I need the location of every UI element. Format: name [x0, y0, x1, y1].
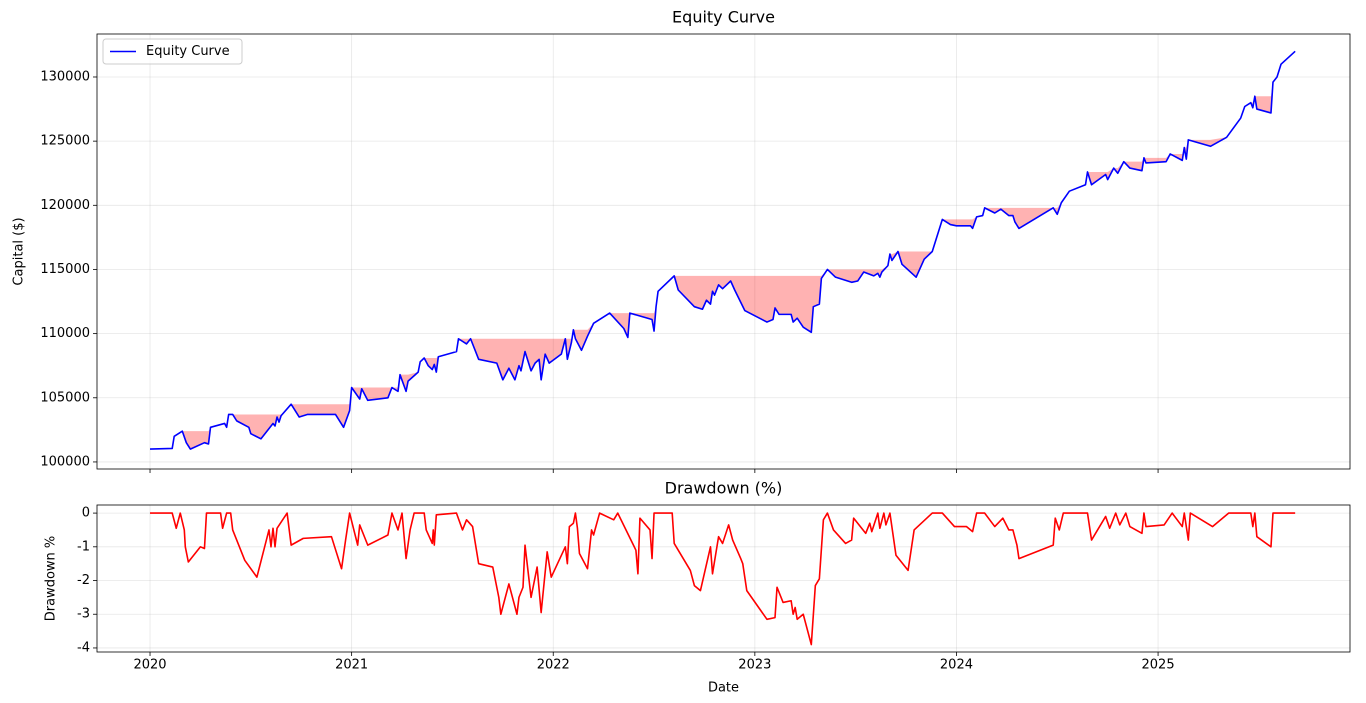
x-tick-label: 2020 — [133, 658, 166, 673]
y-tick-label: 105000 — [40, 390, 90, 405]
x-tick-label: 2021 — [335, 658, 368, 673]
y-axis-label: Drawdown % — [44, 536, 59, 622]
legend-box — [102, 38, 243, 65]
y-tick-label: 115000 — [40, 262, 90, 277]
y-tick-label: -2 — [77, 573, 90, 588]
y-tick-label: -1 — [77, 539, 90, 554]
y-tick-label: 0 — [82, 506, 90, 521]
chart-title: Drawdown (%) — [665, 479, 783, 498]
x-tick-label: 2024 — [940, 658, 973, 673]
y-tick-label: 110000 — [40, 326, 90, 341]
y-tick-label: 125000 — [40, 134, 90, 149]
chart-title: Equity Curve — [672, 8, 775, 27]
y-tick-label: 130000 — [40, 69, 90, 84]
drawdown-fill — [150, 51, 1296, 450]
axes-frame — [96, 33, 1351, 470]
x-tick-label: 2023 — [738, 658, 771, 673]
y-tick-label: -3 — [77, 607, 90, 622]
data-line — [150, 512, 1296, 646]
y-tick-label: -4 — [77, 640, 90, 655]
y-tick-label: 120000 — [40, 198, 90, 213]
x-axis-label: Date — [708, 681, 739, 696]
legend-label: Equity Curve — [146, 44, 230, 59]
x-tick-label: 2025 — [1142, 658, 1175, 673]
y-tick-label: 100000 — [40, 454, 90, 469]
axes-frame — [96, 504, 1351, 653]
y-axis-label: Capital ($) — [12, 217, 27, 285]
data-line — [149, 50, 1296, 450]
x-tick-label: 2022 — [537, 658, 570, 673]
